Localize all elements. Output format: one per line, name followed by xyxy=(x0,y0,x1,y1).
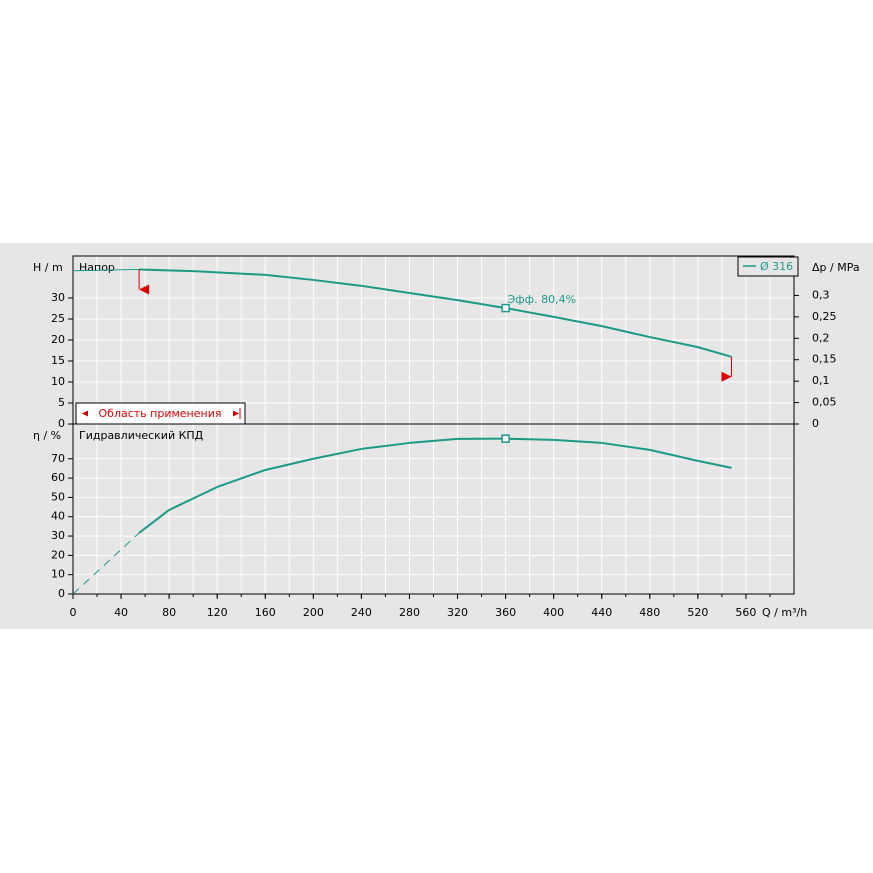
x-tick-label: 480 xyxy=(639,606,660,619)
curve-segment xyxy=(361,441,410,450)
curve-segment xyxy=(409,291,458,302)
curve-segment xyxy=(168,486,218,511)
y-tick-label: 15 xyxy=(51,354,65,367)
x-tick-label: 280 xyxy=(399,606,420,619)
range-label: Область применения xyxy=(99,407,222,420)
curve-segment xyxy=(138,509,170,534)
x-tick-label: 560 xyxy=(735,606,756,619)
y-tick-label: 70 xyxy=(51,452,65,465)
curve-segment xyxy=(505,437,554,441)
y-tick-label: 0 xyxy=(58,417,65,430)
y-axis-label: H / m xyxy=(33,261,63,274)
y-tick-label: 30 xyxy=(51,529,65,542)
x-tick-label: 400 xyxy=(543,606,564,619)
y2-tick-label: 0,3 xyxy=(812,288,830,301)
x-tick-label: 120 xyxy=(207,606,228,619)
curve-segment xyxy=(313,447,362,460)
x-tick-label: 80 xyxy=(162,606,176,619)
x-tick-label: 200 xyxy=(303,606,324,619)
y2-tick-label: 0,05 xyxy=(812,396,837,409)
range-arrow xyxy=(233,410,239,417)
curve-segment xyxy=(601,441,650,451)
y2-tick-label: 0,15 xyxy=(812,353,837,366)
bep-marker xyxy=(501,303,510,313)
curve-segment xyxy=(193,270,266,276)
legend-label: Ø 316 xyxy=(760,260,793,273)
x-tick-label: 440 xyxy=(591,606,612,619)
y-tick-label: 30 xyxy=(51,291,65,304)
panel-title: Гидравлический КПД xyxy=(79,429,204,442)
y-tick-label: 10 xyxy=(51,375,65,388)
y2-tick-label: 0,2 xyxy=(812,331,830,344)
y2-axis-label: Δp / MPa xyxy=(812,261,860,274)
curve-segment xyxy=(697,459,732,469)
curve-segment xyxy=(139,268,194,273)
curve-segment xyxy=(505,307,554,318)
x-axis-label: Q / m³/h xyxy=(762,606,807,619)
curve-extrapolated xyxy=(72,532,140,595)
y-tick-label: 25 xyxy=(51,312,65,325)
curve-segment xyxy=(265,273,314,281)
curve-segment xyxy=(553,438,602,444)
curve-segment xyxy=(216,469,266,488)
curve-segment xyxy=(697,346,732,358)
x-tick-label: 240 xyxy=(351,606,372,619)
bep-marker xyxy=(501,434,510,443)
curve-extrapolated xyxy=(72,268,140,272)
y-tick-label: 40 xyxy=(51,510,65,523)
y2-tick-label: 0 xyxy=(812,417,819,430)
curve-segment xyxy=(457,299,506,310)
curve-segment xyxy=(601,325,651,339)
annotation: Эфф. 80,4% xyxy=(508,293,576,306)
x-tick-label: 40 xyxy=(114,606,128,619)
x-tick-label: 0 xyxy=(70,606,77,619)
y-axis-label: η / % xyxy=(33,429,61,442)
curve-segment xyxy=(313,278,362,287)
y-tick-label: 50 xyxy=(51,490,65,503)
curve-segment xyxy=(265,457,314,471)
curve-segment xyxy=(649,336,699,349)
y-tick-label: 60 xyxy=(51,471,65,484)
range-flag-arrow xyxy=(139,284,150,295)
curve-segment xyxy=(409,437,458,444)
range-arrow xyxy=(82,410,88,417)
x-tick-label: 160 xyxy=(255,606,276,619)
curve-segment xyxy=(553,315,602,328)
x-tick-label: 360 xyxy=(495,606,516,619)
y2-tick-label: 0,25 xyxy=(812,310,837,323)
y-tick-label: 0 xyxy=(58,587,65,600)
y-tick-label: 20 xyxy=(51,333,65,346)
curve-segment xyxy=(361,284,410,294)
y-tick-label: 5 xyxy=(58,396,65,409)
x-tick-label: 520 xyxy=(687,606,708,619)
panel-title: Напор xyxy=(79,261,115,274)
legend-box xyxy=(737,256,799,277)
curve-segment xyxy=(649,448,699,462)
y-tick-label: 20 xyxy=(51,548,65,561)
y2-tick-label: 0,1 xyxy=(812,374,830,387)
x-tick-label: 320 xyxy=(447,606,468,619)
y-tick-label: 10 xyxy=(51,568,65,581)
range-flag-arrow xyxy=(721,371,732,382)
